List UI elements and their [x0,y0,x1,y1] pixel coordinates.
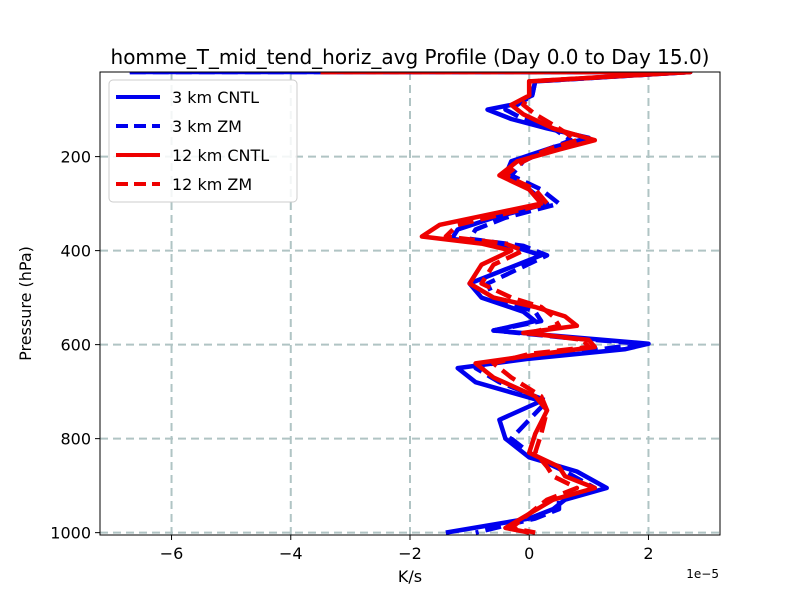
series-line-12-km-zm [320,72,693,535]
y-tick-label: 1000 [50,524,91,543]
legend-label-12km-cntl: 12 km CNTL [172,146,269,165]
legend-box [108,79,298,203]
y-axis-label: Pressure (hPa) [16,246,35,361]
x-tick-label: 2 [643,544,653,563]
series-line-12-km-cntl [320,72,693,535]
y-tick-label: 800 [60,430,91,449]
chart-title: homme_T_mid_tend_horiz_avg Profile (Day … [111,45,710,69]
y-tick-label: 200 [60,148,91,167]
x-tick-label: −2 [398,544,422,563]
legend-label-3km-cntl: 3 km CNTL [172,88,259,107]
legend-label-12km-zm: 12 km ZM [172,175,252,194]
series-layer [129,72,693,535]
series-line-3-km-zm [129,72,693,535]
x-tick-label: −4 [279,544,303,563]
y-tick-label: 400 [60,242,91,261]
y-tick-label: 600 [60,336,91,355]
axis-ticks: −6 −4 −2 0 2 200 400 600 800 1000 [50,148,653,563]
legend-label-3km-zm: 3 km ZM [172,117,242,136]
x-axis-offset-label: 1e−5 [686,567,719,581]
x-tick-label: 0 [524,544,534,563]
legend: 3 km CNTL 3 km ZM 12 km CNTL 12 km ZM [108,79,298,203]
x-tick-label: −6 [160,544,184,563]
x-axis-label: K/s [398,567,422,586]
